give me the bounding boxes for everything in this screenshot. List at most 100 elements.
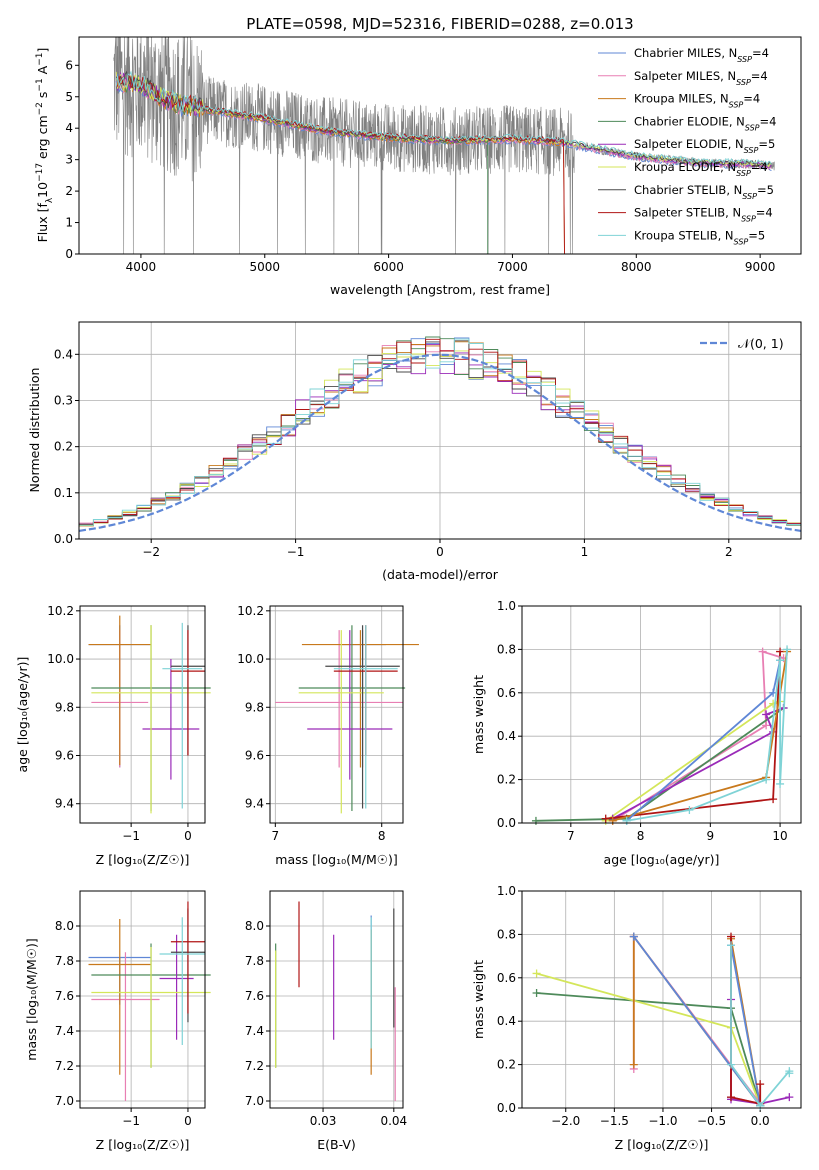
legend-label: Salpeter ELODIE, N bbox=[634, 137, 744, 151]
mass-weight-line bbox=[536, 972, 762, 1107]
legend-sub: SSP bbox=[729, 100, 744, 109]
y-axis-label: Flux [fλ10−17 erg cm−2 s−1 A−1] bbox=[35, 48, 55, 243]
y-axis-label-part: λ bbox=[45, 197, 55, 203]
y-tick-label: 9.8 bbox=[245, 700, 264, 714]
model-spectrum-line bbox=[115, 70, 772, 166]
residual-histogram-panel: −2 −1 0 1 2 0.0 0.1 0.2 0.3 0.4 𝒩(0, 1) (data-model… bbox=[27, 321, 802, 582]
x-tick-label: −1 bbox=[122, 1114, 140, 1128]
axes-frame bbox=[269, 890, 404, 1109]
legend-sub: SSP bbox=[736, 169, 751, 178]
y-tick-label: 0.3 bbox=[54, 393, 73, 407]
y-tick-label: 7.8 bbox=[55, 954, 74, 968]
plus-marker bbox=[785, 1069, 794, 1078]
y-axis-label: Normed distribution bbox=[27, 368, 42, 493]
plus-marker bbox=[762, 775, 771, 784]
legend-label: Salpeter MILES, N bbox=[634, 69, 736, 83]
x-tick-label: 9000 bbox=[745, 260, 776, 274]
x-tick-label: −1.0 bbox=[648, 1114, 677, 1128]
y-tick-label: 0 bbox=[65, 247, 73, 261]
x-tick-label: 0 bbox=[184, 1114, 192, 1128]
plus-marker bbox=[629, 1060, 638, 1069]
plus-marker bbox=[727, 1060, 736, 1069]
axes-frame bbox=[521, 890, 802, 1109]
mass-weight-line bbox=[612, 707, 784, 820]
x-tick-label: −2.0 bbox=[551, 1114, 580, 1128]
legend-sub: SSP bbox=[741, 214, 756, 223]
legend-entry: Chabrier ELODIE, NSSP=4 bbox=[634, 114, 776, 131]
mass-weight-line bbox=[612, 650, 784, 822]
x-tick-label: 6000 bbox=[373, 260, 404, 274]
plus-marker bbox=[769, 795, 778, 804]
y-tick-label: 2 bbox=[65, 184, 73, 198]
mass-weight-line bbox=[626, 649, 788, 822]
x-tick-label: 10 bbox=[772, 829, 787, 843]
x-tick-label: 8 bbox=[378, 829, 386, 843]
mass-weight-line bbox=[536, 992, 762, 1107]
y-tick-label: 0.6 bbox=[497, 686, 516, 700]
y-tick-label: 0.0 bbox=[497, 1101, 516, 1115]
y-tick-label: 0.4 bbox=[54, 347, 73, 361]
y-tick-label: 10.0 bbox=[47, 652, 74, 666]
y-tick-label: 7.4 bbox=[55, 1024, 74, 1038]
plus-marker bbox=[532, 988, 541, 997]
y-axis-label: mass weight bbox=[471, 960, 486, 1039]
mass-vs-extinction-panel: 0.03 0.04 7.0 7.2 7.4 7.6 7.8 8.0 E(B-V) bbox=[245, 890, 407, 1152]
x-tick-label: 2 bbox=[725, 545, 733, 559]
legend-entry: Salpeter STELIB, NSSP=4 bbox=[634, 206, 773, 224]
plus-marker bbox=[762, 721, 771, 730]
age-vs-metallicity-panel: −1 0 9.4 9.6 9.8 10.0 10.2 Z [log₁₀(Z/Z☉)] age [… bbox=[15, 604, 211, 867]
x-tick-label: 4000 bbox=[126, 260, 157, 274]
x-tick-label: 7 bbox=[567, 829, 575, 843]
x-tick-label: 0 bbox=[436, 545, 444, 559]
x-axis-label: age [log₁₀(age/yr)] bbox=[604, 852, 720, 867]
legend-eq: =5 bbox=[758, 137, 775, 151]
y-tick-label: 9.6 bbox=[55, 748, 74, 762]
spectrum-panel: 4000 5000 6000 7000 8000 9000 0 1 2 3 4 5 6 wavelengt… bbox=[35, 36, 802, 297]
plus-marker bbox=[727, 1093, 736, 1102]
plus-marker bbox=[783, 645, 792, 654]
x-tick-label: 9 bbox=[707, 829, 715, 843]
y-tick-label: 1.0 bbox=[497, 599, 516, 613]
y-tick-label: 9.4 bbox=[55, 797, 74, 811]
legend-sub: SSP bbox=[734, 237, 749, 246]
model-spectrum-line bbox=[116, 73, 565, 254]
y-tick-label: 0.8 bbox=[497, 642, 516, 656]
plus-marker bbox=[758, 647, 767, 656]
plus-marker bbox=[756, 1080, 765, 1089]
y-tick-label: 10.2 bbox=[47, 604, 74, 618]
y-axis-label-part: 10 bbox=[35, 182, 50, 198]
legend-eq: =5 bbox=[757, 183, 774, 197]
plus-marker bbox=[531, 816, 540, 825]
legend-entry: Chabrier STELIB, NSSP=5 bbox=[634, 183, 774, 201]
y-axis-label-part: s bbox=[35, 92, 50, 103]
axes-frame bbox=[78, 321, 802, 540]
mass-weight-line bbox=[605, 651, 781, 820]
y-tick-label: 0.4 bbox=[497, 1014, 516, 1028]
legend-label: Kroupa ELODIE, N bbox=[634, 160, 736, 174]
y-tick-label: 0.1 bbox=[54, 486, 73, 500]
normal-curve bbox=[78, 353, 802, 532]
x-axis-label: Z [log₁₀(Z/Z☉)] bbox=[615, 1137, 709, 1152]
y-tick-label: 1 bbox=[65, 216, 73, 230]
legend-sub: SSP bbox=[742, 191, 757, 200]
legend-eq: =4 bbox=[756, 206, 773, 220]
plus-marker bbox=[776, 779, 785, 788]
y-tick-label: 0.2 bbox=[54, 440, 73, 454]
x-tick-label: −0.5 bbox=[697, 1114, 726, 1128]
y-axis-label: mass [log₁₀(M/M☉)] bbox=[24, 938, 39, 1060]
legend-label: Chabrier STELIB, N bbox=[634, 183, 742, 197]
y-tick-label: 8.0 bbox=[55, 919, 74, 933]
legend-eq: =4 bbox=[751, 69, 768, 83]
legend-sub: SSP bbox=[744, 146, 759, 155]
legend-eq: =4 bbox=[760, 114, 777, 128]
legend-label: Kroupa MILES, N bbox=[634, 92, 729, 106]
y-axis-label-part: erg cm bbox=[35, 115, 50, 163]
x-axis-label: Z [log₁₀(Z/Z☉)] bbox=[96, 852, 190, 867]
legend-entry: Salpeter ELODIE, NSSP=5 bbox=[634, 137, 775, 155]
x-tick-label: −1 bbox=[287, 545, 305, 559]
x-tick-label: 0.0 bbox=[751, 1114, 770, 1128]
legend-eq: =5 bbox=[748, 228, 765, 242]
y-tick-label: 7.0 bbox=[55, 1094, 74, 1108]
x-tick-label: 7 bbox=[271, 829, 279, 843]
axes-frame bbox=[521, 605, 802, 824]
